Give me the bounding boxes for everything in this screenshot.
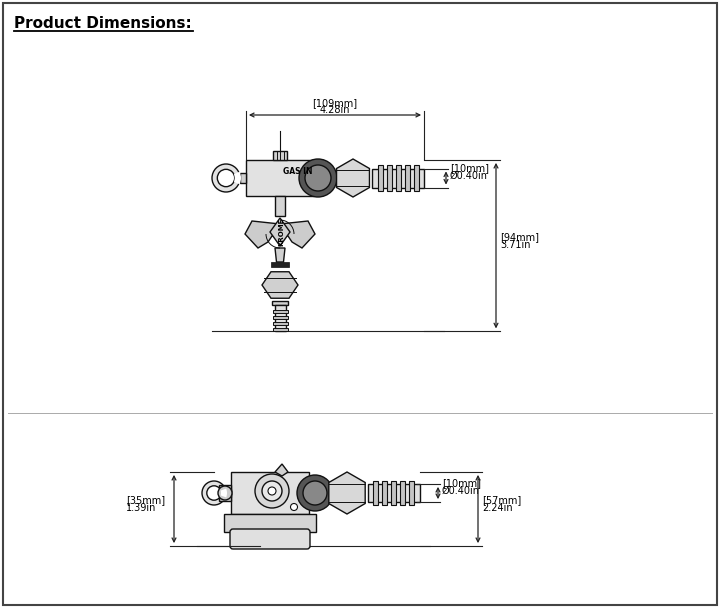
- Text: [10mm]: [10mm]: [442, 478, 481, 488]
- Bar: [273, 151, 287, 160]
- Bar: [373, 481, 378, 505]
- Bar: [400, 481, 405, 505]
- Polygon shape: [245, 221, 280, 248]
- Polygon shape: [275, 464, 288, 476]
- Circle shape: [212, 164, 240, 192]
- Bar: [387, 165, 392, 191]
- Text: 3.71in: 3.71in: [500, 240, 531, 250]
- Bar: [378, 165, 383, 191]
- Bar: [224, 514, 316, 532]
- Circle shape: [218, 486, 232, 500]
- Bar: [246, 160, 314, 196]
- Circle shape: [262, 481, 282, 501]
- Bar: [240, 173, 246, 183]
- Wedge shape: [234, 171, 241, 184]
- Circle shape: [303, 481, 327, 505]
- Circle shape: [299, 159, 337, 197]
- Text: [10mm]: [10mm]: [450, 163, 489, 173]
- Circle shape: [305, 165, 331, 191]
- Wedge shape: [220, 489, 227, 497]
- Text: [57mm]: [57mm]: [482, 495, 521, 505]
- Circle shape: [268, 487, 276, 495]
- Circle shape: [255, 474, 289, 508]
- Bar: [409, 481, 414, 505]
- Bar: [272, 322, 287, 325]
- Circle shape: [217, 169, 235, 187]
- Polygon shape: [336, 159, 369, 197]
- Circle shape: [297, 475, 333, 511]
- Polygon shape: [329, 472, 365, 514]
- Bar: [272, 328, 287, 331]
- Text: 1.39in: 1.39in: [126, 503, 156, 513]
- Text: [109mm]: [109mm]: [312, 98, 358, 108]
- Bar: [231, 472, 309, 514]
- Text: Ø0.40in: Ø0.40in: [450, 171, 488, 181]
- Bar: [274, 305, 286, 331]
- Bar: [405, 165, 410, 191]
- Bar: [382, 481, 387, 505]
- Circle shape: [290, 503, 297, 511]
- Bar: [414, 165, 419, 191]
- Bar: [226, 489, 231, 497]
- Polygon shape: [275, 248, 285, 262]
- Text: Product Dimensions:: Product Dimensions:: [14, 16, 192, 31]
- Bar: [391, 481, 396, 505]
- Bar: [271, 262, 289, 267]
- Circle shape: [202, 481, 226, 505]
- Text: [35mm]: [35mm]: [126, 495, 165, 505]
- Text: 4.28in: 4.28in: [320, 105, 350, 115]
- Text: 2.24in: 2.24in: [482, 503, 513, 513]
- Text: GAS IN: GAS IN: [283, 167, 312, 176]
- Polygon shape: [280, 221, 315, 248]
- Bar: [219, 485, 231, 501]
- Bar: [272, 302, 288, 305]
- Bar: [396, 165, 401, 191]
- Text: [94mm]: [94mm]: [500, 232, 539, 241]
- Text: Ø0.40in: Ø0.40in: [442, 486, 480, 496]
- Bar: [275, 196, 285, 216]
- Polygon shape: [270, 218, 290, 246]
- Bar: [372, 168, 424, 187]
- Bar: [368, 484, 420, 502]
- FancyBboxPatch shape: [230, 529, 310, 549]
- Circle shape: [207, 486, 221, 500]
- Polygon shape: [262, 272, 298, 299]
- Bar: [272, 316, 287, 319]
- Bar: [272, 310, 287, 313]
- Text: KROME: KROME: [278, 218, 284, 246]
